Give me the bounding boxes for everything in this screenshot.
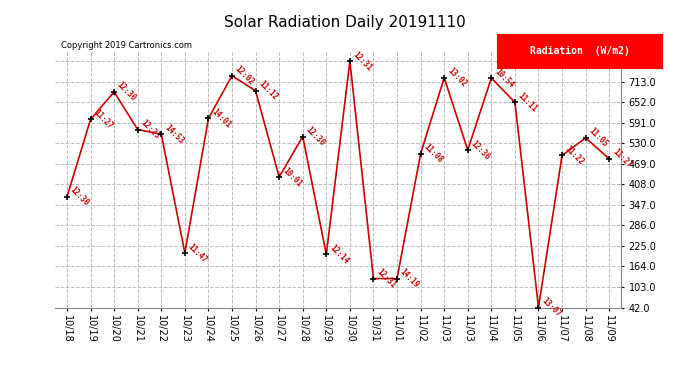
Text: 12:30: 12:30 (304, 125, 326, 148)
Text: 12:02: 12:02 (233, 64, 256, 87)
Text: 11:05: 11:05 (586, 126, 609, 149)
Text: Copyright 2019 Cartronics.com: Copyright 2019 Cartronics.com (61, 41, 192, 50)
Text: 12:30: 12:30 (115, 81, 138, 103)
Text: 10:54: 10:54 (493, 67, 515, 89)
Text: 10:01: 10:01 (280, 165, 303, 188)
Text: 13:02: 13:02 (445, 66, 468, 89)
Text: 12:23: 12:23 (139, 118, 161, 141)
Text: 11:47: 11:47 (186, 242, 209, 264)
Text: 11:27: 11:27 (92, 108, 115, 131)
Text: 14:53: 14:53 (162, 123, 185, 146)
Text: 14:01: 14:01 (210, 107, 233, 130)
Text: 11:27: 11:27 (611, 147, 633, 170)
Text: 12:14: 12:14 (328, 243, 351, 266)
Text: 12:31: 12:31 (375, 267, 397, 290)
Text: 11:11: 11:11 (516, 91, 539, 114)
Text: 11:12: 11:12 (257, 80, 279, 102)
Text: 12:31: 12:31 (351, 50, 374, 72)
Text: Radiation  (W/m2): Radiation (W/m2) (530, 46, 629, 56)
Text: 14:19: 14:19 (398, 267, 421, 290)
Text: 11:22: 11:22 (563, 144, 586, 167)
Text: 12:30: 12:30 (68, 185, 91, 208)
Text: 13:07: 13:07 (540, 296, 562, 319)
Text: 12:36: 12:36 (469, 139, 492, 161)
Text: Solar Radiation Daily 20191110: Solar Radiation Daily 20191110 (224, 15, 466, 30)
Text: 11:08: 11:08 (422, 142, 444, 165)
